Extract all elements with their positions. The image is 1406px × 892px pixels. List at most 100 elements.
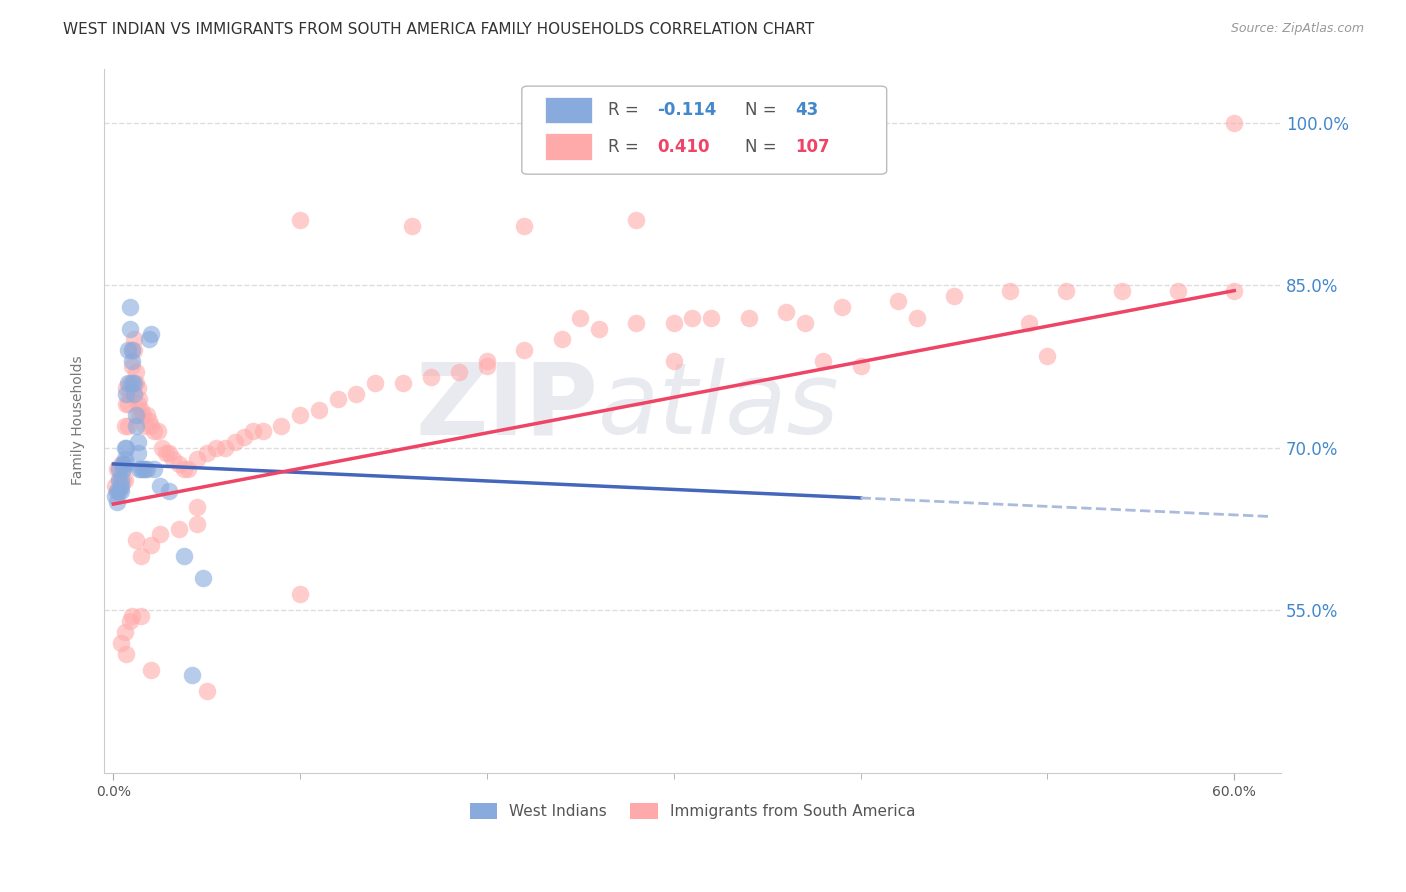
Point <box>121 376 143 390</box>
Point <box>775 305 797 319</box>
Point <box>150 441 173 455</box>
Point <box>121 608 143 623</box>
Point <box>195 684 218 698</box>
Point <box>162 451 184 466</box>
Point <box>242 425 264 439</box>
Text: atlas: atlas <box>599 358 839 455</box>
Point <box>111 457 134 471</box>
Point <box>110 457 132 471</box>
Point <box>1167 284 1189 298</box>
Point <box>326 392 349 406</box>
Point <box>111 462 134 476</box>
Point <box>737 310 759 325</box>
Point <box>252 425 274 439</box>
Point <box>233 430 256 444</box>
Point <box>110 478 132 492</box>
Point <box>122 332 145 346</box>
FancyBboxPatch shape <box>546 133 592 160</box>
Point <box>134 462 156 476</box>
Point <box>117 419 139 434</box>
Point <box>131 549 153 563</box>
Point <box>662 316 685 330</box>
Point <box>110 636 132 650</box>
Point <box>104 490 127 504</box>
Point <box>1223 284 1246 298</box>
Point <box>401 219 423 233</box>
Point <box>551 332 574 346</box>
Point <box>121 343 143 358</box>
Point <box>831 300 853 314</box>
Point <box>177 462 200 476</box>
Point <box>117 397 139 411</box>
Point <box>125 365 148 379</box>
Point <box>364 376 387 390</box>
Point <box>117 343 139 358</box>
Point <box>214 441 236 455</box>
Text: WEST INDIAN VS IMMIGRANTS FROM SOUTH AMERICA FAMILY HOUSEHOLDS CORRELATION CHART: WEST INDIAN VS IMMIGRANTS FROM SOUTH AME… <box>63 22 814 37</box>
Point <box>128 408 150 422</box>
Point <box>157 446 180 460</box>
Point <box>626 213 648 227</box>
Point <box>115 441 138 455</box>
Text: R =: R = <box>607 101 644 119</box>
Point <box>115 647 138 661</box>
Text: Source: ZipAtlas.com: Source: ZipAtlas.com <box>1230 22 1364 36</box>
FancyBboxPatch shape <box>522 87 887 174</box>
Text: -0.114: -0.114 <box>657 101 717 119</box>
Point <box>110 484 132 499</box>
Point <box>122 386 145 401</box>
Point <box>173 462 195 476</box>
Point <box>127 435 149 450</box>
Point <box>125 408 148 422</box>
Point <box>105 484 128 499</box>
Point <box>700 310 723 325</box>
Point <box>288 408 311 422</box>
Point <box>288 213 311 227</box>
FancyBboxPatch shape <box>546 96 592 123</box>
Text: R =: R = <box>607 137 644 156</box>
Point <box>682 310 704 325</box>
Point <box>569 310 592 325</box>
Point <box>1054 284 1077 298</box>
Point <box>114 624 136 639</box>
Point <box>155 446 177 460</box>
Point <box>513 219 536 233</box>
Point <box>132 462 155 476</box>
Point <box>1036 349 1059 363</box>
Point <box>120 321 142 335</box>
Point <box>122 343 145 358</box>
Point <box>180 668 202 682</box>
Point <box>114 473 136 487</box>
Point <box>114 441 136 455</box>
Point <box>138 332 160 346</box>
Point <box>1111 284 1133 298</box>
Point <box>120 614 142 628</box>
Point <box>475 359 498 374</box>
Point <box>849 359 872 374</box>
Point <box>191 571 214 585</box>
Y-axis label: Family Households: Family Households <box>72 356 86 485</box>
Point <box>475 354 498 368</box>
Point <box>793 316 815 330</box>
Point <box>943 289 966 303</box>
Point <box>111 457 134 471</box>
Point <box>121 359 143 374</box>
Point <box>115 386 138 401</box>
Point <box>104 478 127 492</box>
Point <box>139 326 162 341</box>
Point <box>110 478 132 492</box>
Point <box>998 284 1021 298</box>
Text: N =: N = <box>745 101 782 119</box>
Point <box>115 397 138 411</box>
Point <box>392 376 415 390</box>
Point <box>120 376 142 390</box>
Text: ZIP: ZIP <box>415 358 599 455</box>
Point <box>108 462 131 476</box>
Point <box>308 402 330 417</box>
Point <box>149 478 172 492</box>
Point <box>139 538 162 552</box>
Point <box>447 365 470 379</box>
Point <box>128 392 150 406</box>
Point <box>105 484 128 499</box>
Point <box>122 376 145 390</box>
